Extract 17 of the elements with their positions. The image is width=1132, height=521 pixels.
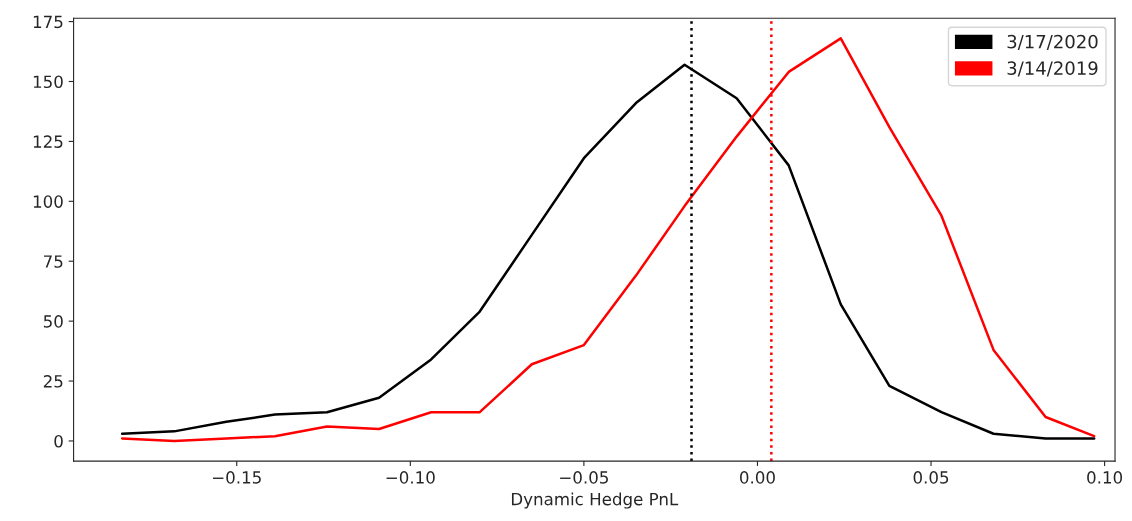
legend-label: 3/17/2020 xyxy=(1007,34,1098,50)
y-tick-label: 75 xyxy=(44,255,63,268)
x-tick-label: −0.10 xyxy=(386,471,435,484)
x-tick-label: 0.10 xyxy=(1087,471,1123,484)
x-tick-label: 0.05 xyxy=(913,471,949,484)
y-tick-label: 100 xyxy=(33,195,63,208)
y-tick-label: 50 xyxy=(43,315,63,328)
x-tick-label: −0.05 xyxy=(560,471,608,484)
y-tick-label: 25 xyxy=(43,375,63,388)
y-tick-label: 150 xyxy=(33,75,63,89)
y-tick-label: 175 xyxy=(33,15,63,29)
x-axis-title: Dynamic Hedge PnL xyxy=(511,492,679,509)
x-tick-label: −0.15 xyxy=(212,471,261,484)
x-tick-label: 0.00 xyxy=(740,471,775,484)
y-tick-label: 0 xyxy=(54,434,63,448)
y-tick-label: 125 xyxy=(33,135,63,148)
legend-label: 3/14/2019 xyxy=(1007,61,1098,77)
